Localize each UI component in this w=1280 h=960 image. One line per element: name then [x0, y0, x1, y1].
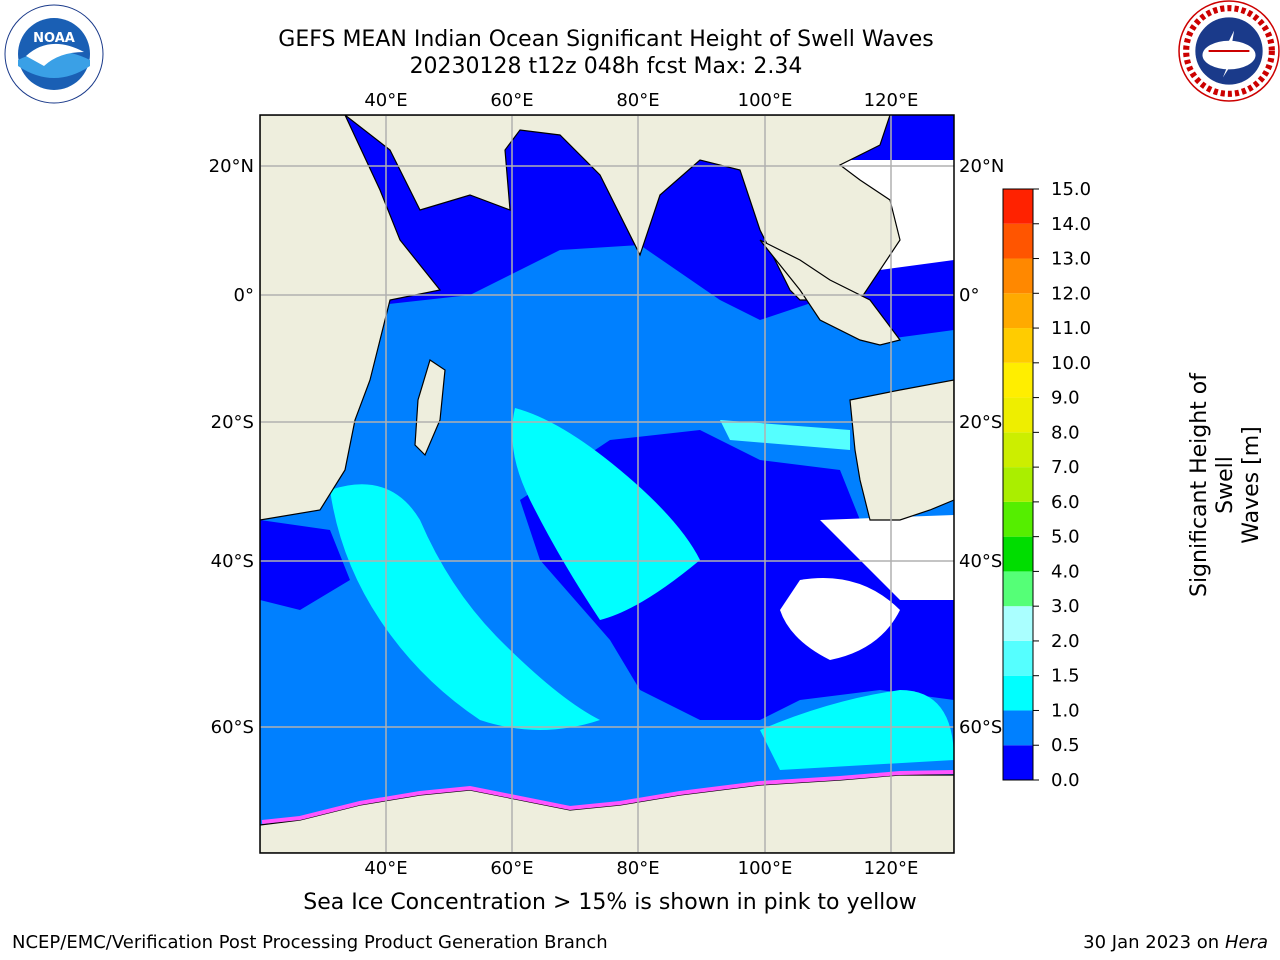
colorbar-swatch [1003, 467, 1033, 502]
colorbar-tick-label: 1.0 [1051, 700, 1080, 721]
lon-label-top: 40°E [364, 90, 407, 111]
colorbar-swatch [1003, 397, 1033, 433]
colorbar-swatch [1003, 258, 1033, 294]
chart-title: GEFS MEAN Indian Ocean Significant Heigh… [278, 27, 934, 52]
sea-ice-edge [261, 770, 954, 824]
footer-date: 30 Jan 2023 on Hera [1083, 932, 1268, 953]
lat-label-right: 0° [959, 285, 979, 306]
lon-label-top: 80°E [616, 90, 659, 111]
high-swell-plume-2 [330, 484, 600, 730]
colorbar-swatch [1003, 606, 1033, 641]
lat-label-right: 20°N [959, 156, 1004, 177]
lat-label-left: 20°S [211, 412, 254, 433]
land-africa [260, 115, 442, 521]
colorbar-tick-label: 7.0 [1051, 457, 1080, 478]
colorbar-tick-label: 3.0 [1051, 596, 1080, 617]
footer-machine: Hera [1224, 932, 1268, 953]
high-swell-plume-1 [512, 408, 700, 620]
colorbar-swatch [1003, 328, 1033, 363]
svg-text:NOAA: NOAA [33, 31, 75, 46]
lon-label-bottom: 80°E [616, 858, 659, 879]
lon-label-top: 60°E [490, 90, 533, 111]
lat-label-right: 20°S [959, 412, 1002, 433]
colorbar-title: Significant Height of Swell Waves [m] [1187, 365, 1265, 605]
colorbar-frame [1002, 188, 1034, 781]
land-asia-arabia [260, 115, 901, 301]
colorbar-swatch [1003, 571, 1033, 607]
colorbar-title-line2: Waves [m] [1239, 426, 1264, 544]
lat-label-right: 40°S [959, 551, 1002, 572]
map-frame [259, 114, 955, 854]
colorbar-tick-label: 2.0 [1051, 631, 1080, 652]
colorbar-swatch [1003, 745, 1033, 780]
colorbar-tick-label: 8.0 [1051, 422, 1080, 443]
colorbar-swatch [1003, 640, 1033, 676]
colorbar-swatch [1003, 189, 1033, 224]
colorbar-swatch [1003, 432, 1033, 468]
lon-label-bottom: 60°E [490, 858, 533, 879]
lat-label-left: 60°S [211, 717, 254, 738]
colorbar-swatch [1003, 362, 1033, 398]
lon-label-bottom: 100°E [738, 858, 793, 879]
colorbar-tick-label: 0.5 [1051, 735, 1080, 756]
colorbar-swatch [1003, 675, 1033, 711]
colorbar-tick-label: 5.0 [1051, 527, 1080, 548]
noaa-logo-icon: NOAA [4, 4, 104, 104]
chart-subtitle: 20230128 t12z 048h fcst Max: 2.34 [409, 54, 803, 79]
colorbar-tick-label: 1.5 [1051, 666, 1080, 687]
footer-date-text: 30 Jan 2023 on [1083, 932, 1225, 953]
lat-label-left: 20°N [209, 156, 254, 177]
colorbar: 0.0 0.5 1.0 1.5 2.0 3.0 4.0 5.0 6.0 7.0 8.0 9.0 10.0… [1002, 179, 1091, 791]
lat-label-right: 60°S [959, 717, 1002, 738]
colorbar-tick-label: 15.0 [1051, 179, 1091, 200]
colorbar-swatch [1003, 223, 1033, 259]
map-field [260, 115, 954, 853]
footer-credit: NCEP/EMC/Verification Post Processing Pr… [12, 932, 608, 953]
lon-label-bottom: 40°E [364, 858, 407, 879]
land-sumatra [759, 239, 902, 346]
colorbar-tick-label: 6.0 [1051, 492, 1080, 513]
colorbar-swatch [1003, 293, 1033, 329]
colorbar-swatch [1003, 501, 1033, 537]
high-swell-streak [720, 420, 850, 450]
low-swell-southwest [260, 520, 350, 610]
high-swell-plume-3 [760, 690, 954, 770]
lon-label-bottom: 120°E [864, 858, 919, 879]
no-data-south-2 [820, 515, 954, 600]
sea-ice-caption: Sea Ice Concentration > 15% is shown in … [303, 890, 917, 915]
nws-logo-icon [1178, 0, 1280, 102]
colorbar-tick-label: 13.0 [1051, 249, 1091, 270]
no-data-south-1 [780, 578, 900, 660]
lat-label-left: 40°S [211, 551, 254, 572]
lat-label-left: 0° [234, 285, 254, 306]
colorbar-tick-label: 4.0 [1051, 561, 1080, 582]
lon-label-top: 100°E [738, 90, 793, 111]
colorbar-swatch [1003, 710, 1033, 746]
colorbar-swatch [1003, 536, 1033, 572]
colorbar-tick-label: 14.0 [1051, 214, 1091, 235]
colorbar-tick-label: 12.0 [1051, 283, 1091, 304]
land-madagascar [414, 359, 446, 457]
colorbar-tick-label: 10.0 [1051, 353, 1091, 374]
colorbar-tick-label: 0.0 [1051, 770, 1080, 791]
colorbar-tick-label: 11.0 [1051, 318, 1091, 339]
map-gridlines [260, 115, 954, 853]
lon-label-top: 120°E [864, 90, 919, 111]
colorbar-tick-label: 9.0 [1051, 388, 1080, 409]
colorbar-title-line1: Significant Height of Swell [1187, 372, 1238, 598]
land-australia [849, 379, 954, 521]
